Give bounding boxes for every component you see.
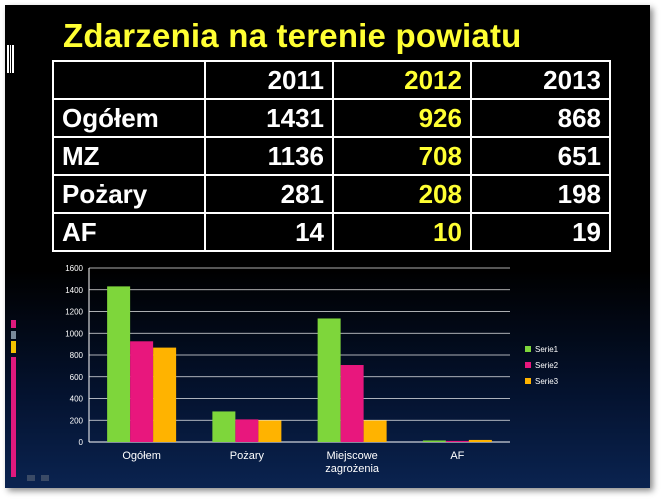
accent-yellow-bar xyxy=(11,341,16,353)
table-row: Pożary 281 208 198 xyxy=(51,174,612,214)
row-label: Ogółem xyxy=(51,98,207,138)
x-tick-label: AF xyxy=(450,450,464,462)
incidents-table: 2011 2012 2013 Ogółem 1431 926 868 MZ 11… xyxy=(51,60,612,252)
bar xyxy=(130,341,154,442)
x-tick-label: zagrożenia xyxy=(325,463,380,475)
table-cell: 14 xyxy=(204,212,334,252)
y-tick-label: 800 xyxy=(70,351,84,360)
row-label: Pożary xyxy=(51,174,207,214)
table-cell: 868 xyxy=(469,98,612,138)
y-tick-label: 400 xyxy=(70,395,84,404)
table-cell: 10 xyxy=(332,212,472,252)
table-row: AF 14 10 19 xyxy=(51,212,612,252)
table-header-cell: 2011 xyxy=(204,60,334,100)
slide: Zdarzenia na terenie powiatu 2011 2012 2… xyxy=(5,5,650,488)
x-tick-label: Pożary xyxy=(230,450,265,462)
bar xyxy=(445,440,469,442)
bar xyxy=(258,420,282,442)
bar-chart: 0 200 400 600 800 1000 1200 1400 1600 Ogółem Pożar… xyxy=(65,264,559,475)
table-row: Ogółem 1431 926 868 xyxy=(51,98,612,138)
table-cell: 19 xyxy=(469,212,612,252)
table-cell: 208 xyxy=(332,174,472,214)
legend-swatch xyxy=(525,378,531,384)
table-row: MZ 1136 708 651 xyxy=(51,136,612,176)
bar xyxy=(317,318,341,442)
slide-title: Zdarzenia na terenie powiatu xyxy=(63,17,522,54)
bar xyxy=(340,365,364,442)
table-cell: 198 xyxy=(469,174,612,214)
y-tick-label: 0 xyxy=(79,438,84,447)
y-tick-label: 1400 xyxy=(65,286,83,295)
accent-gray-bar xyxy=(11,331,16,339)
accent-pink-long-bar xyxy=(11,357,16,477)
bar xyxy=(422,440,446,442)
legend-swatch xyxy=(525,362,531,368)
y-tick-label: 1000 xyxy=(65,329,83,338)
table-cell: 926 xyxy=(332,98,472,138)
table-cell: 651 xyxy=(469,136,612,176)
nav-prev-icon xyxy=(27,475,35,481)
legend-swatch xyxy=(525,346,531,352)
accent-pink-bar xyxy=(11,320,16,328)
table-header-row: 2011 2012 2013 xyxy=(51,60,612,100)
table-header-cell: 2013 xyxy=(469,60,612,100)
bar xyxy=(468,439,492,442)
bar xyxy=(363,420,387,442)
legend-label: Serie3 xyxy=(535,377,559,386)
table-cell: 1136 xyxy=(204,136,334,176)
x-tick-label: Miejscowe xyxy=(326,450,377,462)
bar xyxy=(235,419,259,442)
table-cell: 708 xyxy=(332,136,472,176)
y-tick-label: 600 xyxy=(70,373,84,382)
table-header-cell: 2012 xyxy=(332,60,472,100)
y-tick-label: 200 xyxy=(70,416,84,425)
nav-next-icon xyxy=(41,475,49,481)
table-cell: 1431 xyxy=(204,98,334,138)
table-cell: 281 xyxy=(204,174,334,214)
bar xyxy=(153,347,177,442)
table-header-cell xyxy=(51,60,207,100)
legend-label: Serie1 xyxy=(535,345,559,354)
row-label: MZ xyxy=(51,136,207,176)
legend-label: Serie2 xyxy=(535,361,559,370)
row-label: AF xyxy=(51,212,207,252)
slide-nav-icons xyxy=(27,475,49,481)
bar xyxy=(107,286,131,442)
y-tick-label: 1200 xyxy=(65,308,83,317)
bar xyxy=(212,411,236,442)
x-tick-label: Ogółem xyxy=(122,450,161,462)
y-tick-label: 1600 xyxy=(65,264,83,273)
